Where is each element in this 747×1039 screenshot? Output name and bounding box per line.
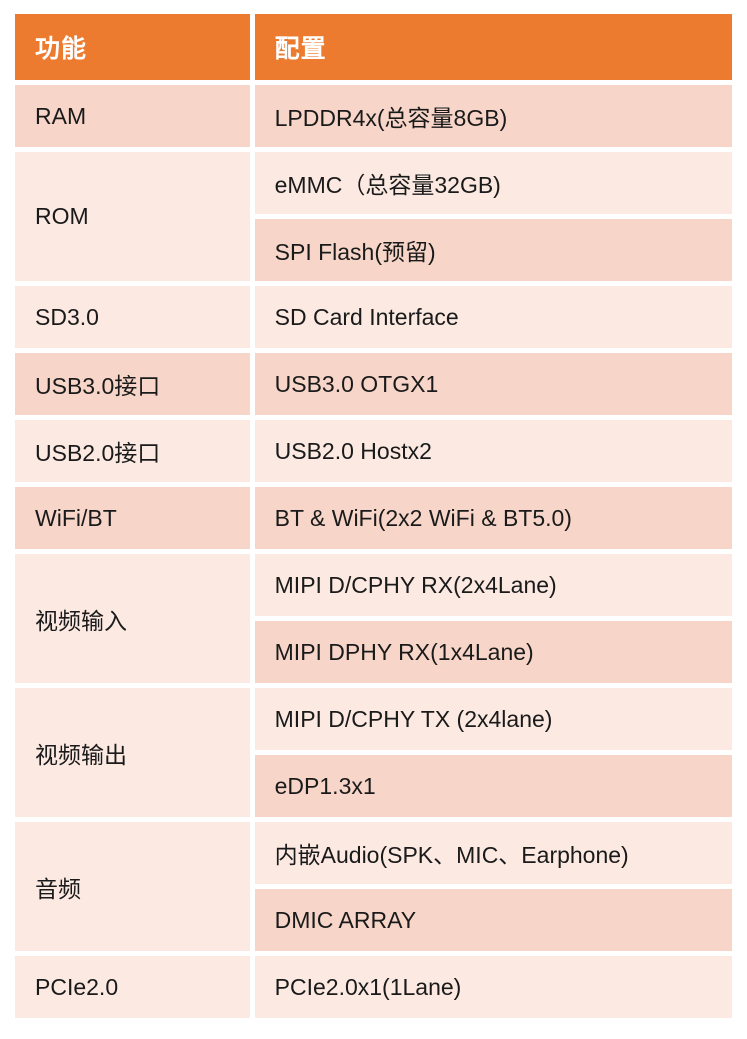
config-cell: PCIe2.0x1(1Lane) — [254, 956, 732, 1018]
table-row: SD3.0 SD Card Interface — [15, 286, 732, 348]
config-cell: USB2.0 Hostx2 — [254, 420, 732, 482]
table-row: PCIe2.0 PCIe2.0x1(1Lane) — [15, 956, 732, 1018]
table-row: RAM LPDDR4x(总容量8GB) — [15, 85, 732, 147]
table-row: DMIC ARRAY — [15, 889, 732, 951]
config-cell: MIPI D/CPHY TX (2x4lane) — [254, 688, 732, 750]
table-row: MIPI DPHY RX(1x4Lane) — [15, 621, 732, 683]
config-cell: DMIC ARRAY — [254, 889, 732, 951]
header-row: 功能 配置 — [15, 14, 732, 80]
table-row: eDP1.3x1 — [15, 755, 732, 817]
config-cell: MIPI DPHY RX(1x4Lane) — [254, 621, 732, 683]
function-cell: USB3.0接口 — [15, 353, 250, 415]
config-cell: eDP1.3x1 — [254, 755, 732, 817]
config-cell: SPI Flash(预留) — [254, 219, 732, 281]
function-cell: SD3.0 — [15, 286, 250, 348]
config-cell: eMMC（总容量32GB) — [254, 152, 732, 214]
config-cell: LPDDR4x(总容量8GB) — [254, 85, 732, 147]
config-cell: 内嵌Audio(SPK、MIC、Earphone) — [254, 822, 732, 884]
table-row: WiFi/BT BT & WiFi(2x2 WiFi & BT5.0) — [15, 487, 732, 549]
function-cell: 音频 — [15, 822, 250, 951]
table-row: SPI Flash(预留) — [15, 219, 732, 281]
config-cell: BT & WiFi(2x2 WiFi & BT5.0) — [254, 487, 732, 549]
table-row: USB2.0接口 USB2.0 Hostx2 — [15, 420, 732, 482]
config-cell: USB3.0 OTGX1 — [254, 353, 732, 415]
header-config: 配置 — [254, 14, 732, 80]
table-row: USB3.0接口 USB3.0 OTGX1 — [15, 353, 732, 415]
function-cell: USB2.0接口 — [15, 420, 250, 482]
table-row: ROM eMMC（总容量32GB) — [15, 152, 732, 281]
spec-table: 功能 配置 RAM LPDDR4x(总容量8GB) ROM eMMC（总容量32GB)… — [10, 9, 737, 1023]
function-cell: RAM — [15, 85, 250, 147]
function-cell: 视频输入 — [15, 554, 250, 683]
function-cell: PCIe2.0 — [15, 956, 250, 1018]
header-function: 功能 — [15, 14, 250, 80]
config-cell: MIPI D/CPHY RX(2x4Lane) — [254, 554, 732, 616]
table-row: 视频输入 MIPI D/CPHY RX(2x4Lane) — [15, 554, 732, 683]
config-cell: SD Card Interface — [254, 286, 732, 348]
table-row: 音频 内嵌Audio(SPK、MIC、Earphone) — [15, 822, 732, 951]
function-cell: 视频输出 — [15, 688, 250, 817]
function-cell: ROM — [15, 152, 250, 281]
table-row: 视频输出 MIPI D/CPHY TX (2x4lane) — [15, 688, 732, 817]
function-cell: WiFi/BT — [15, 487, 250, 549]
